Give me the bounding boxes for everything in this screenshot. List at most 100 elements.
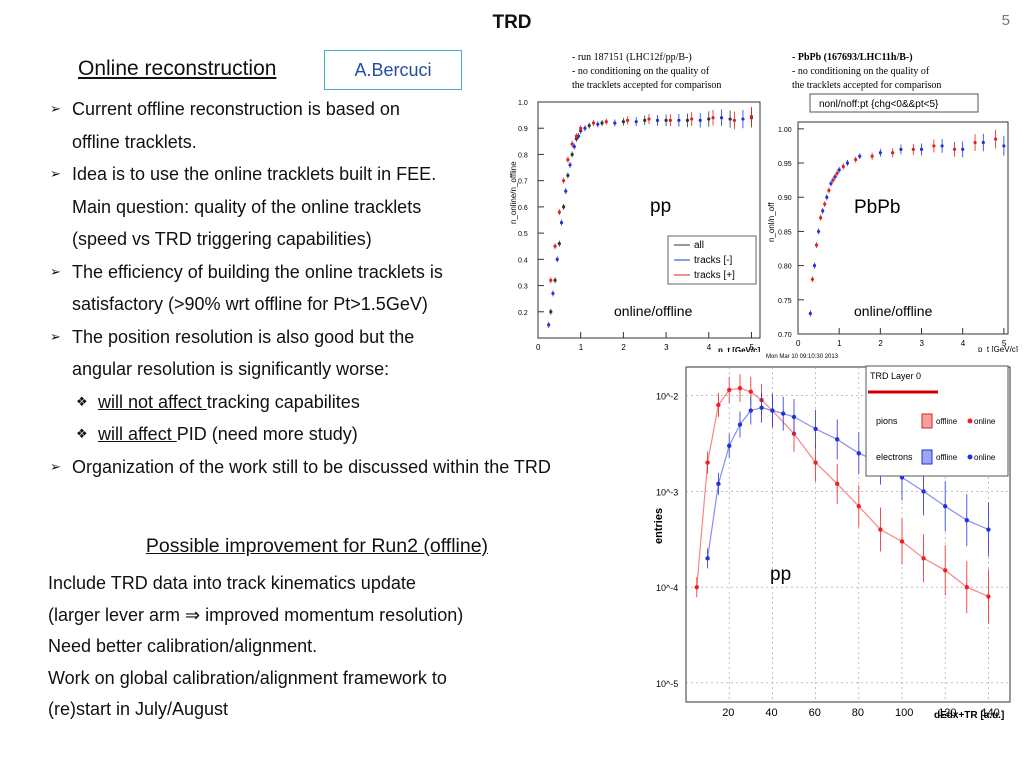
chart-caption-line: - run 187151 (LHC12f/pp/B-): [572, 52, 692, 63]
data-point: [562, 205, 566, 209]
chart-caption-line: - no conditioning on the quality of: [792, 66, 930, 77]
x-tick-label: 1: [837, 339, 842, 348]
data-point: [940, 144, 944, 148]
data-point: [749, 114, 754, 119]
data-point: [705, 556, 710, 561]
run2-line: Need better calibration/alignment.: [48, 636, 318, 656]
data-point: [986, 527, 991, 532]
data-point: [831, 178, 835, 182]
run2-line-part: (larger lever arm: [48, 604, 186, 625]
marker-group: [808, 129, 1006, 317]
chart-sub-label: online/offline: [614, 303, 693, 319]
bullet-item: ➢ Idea is to use the online tracklets bu…: [48, 158, 668, 256]
cut-label: nonl/noff:pt {chg<0&&pt<5}: [819, 99, 939, 110]
author-box: A.Bercuci: [324, 50, 462, 90]
y-tick-label: 1.0: [518, 100, 528, 107]
data-point: [854, 158, 858, 162]
x-tick-label: 40: [765, 707, 777, 719]
data-point: [600, 121, 604, 125]
pbpb-efficiency-chart: - PbPb (167693/LHC11h/B-) - no condition…: [764, 46, 1022, 356]
data-point: [685, 118, 690, 122]
run2-line: (larger lever arm ⇒ improved momentum re…: [48, 600, 463, 632]
bullet-line: (speed vs TRD triggering capabilities): [72, 229, 372, 249]
data-point: [591, 121, 596, 125]
diamond-bullet-icon: ❖: [76, 426, 88, 441]
x-tick-label: 140: [981, 707, 999, 719]
marker-group: [547, 106, 754, 328]
data-point: [825, 195, 829, 199]
x-tick-label: 80: [852, 707, 864, 719]
data-point: [741, 117, 745, 121]
bullet-item: ➢ The efficiency of building the online …: [48, 256, 668, 321]
chart-caption-line: - no conditioning on the quality of: [572, 66, 710, 77]
data-point: [878, 151, 882, 155]
legend-label: tracks [-]: [694, 255, 733, 266]
data-point: [814, 243, 819, 247]
y-tick-label: 0.95: [778, 161, 792, 168]
y-tick-label: 0.75: [778, 298, 792, 305]
data-point: [986, 594, 991, 599]
chart-caption-line: the tracklets accepted for comparison: [792, 80, 941, 91]
tick-group: 0 1 2 3 4 5 0.70 0.75 0.80 0.85 0.90 0.95 1.00: [778, 127, 1007, 348]
y-tick-label: 10^-5: [656, 679, 678, 689]
online-reconstruction-heading: Online reconstruction: [78, 57, 277, 80]
data-point: [690, 117, 694, 121]
y-tick-label: 0.5: [518, 231, 528, 238]
legend-swatch: [921, 449, 933, 465]
plot-area: [797, 121, 1009, 335]
run2-line-part: improved momentum resolution): [200, 604, 464, 625]
data-point: [858, 154, 862, 158]
x-axis-label: p_t [GeV/c]: [718, 346, 761, 355]
data-point: [837, 168, 841, 172]
slide-title: TRD: [492, 12, 532, 33]
data-point: [707, 117, 711, 121]
bullet-item: ➢ Current offline reconstruction is base…: [48, 93, 668, 158]
data-point: [821, 209, 825, 213]
sub-bullet-underlined: will affect: [98, 424, 177, 444]
implies-arrow-icon: ⇒: [185, 604, 201, 625]
bullet-line: Current offline reconstruction is based …: [72, 99, 400, 119]
chart-sub-label: online/offline: [854, 303, 933, 319]
chart-caption-line: - PbPb (167693/LHC11h/B-): [792, 52, 913, 63]
chart-legend: all tracks [-] tracks [+]: [667, 235, 757, 285]
data-point: [891, 151, 895, 155]
diamond-bullet-icon: ❖: [76, 393, 88, 409]
sub-bullet-text: PID (need more study): [176, 424, 358, 444]
data-point: [547, 323, 551, 327]
chart-caption-line: the tracklets accepted for comparison: [572, 80, 721, 91]
data-point: [587, 124, 591, 128]
x-tick-label: 4: [707, 343, 712, 352]
data-point: [816, 229, 821, 234]
sub-bullet-item: ❖ will not affect tracking capabilites: [48, 386, 668, 419]
data-point: [626, 118, 630, 122]
data-point: [549, 310, 553, 314]
chart-overlay-label: pp: [770, 564, 791, 585]
x-tick-label: 0: [796, 339, 801, 348]
dedx-spectrum-chart: Mon Mar 10 09:10:30 2013 20 40 60 80 100 120 1…: [650, 352, 1022, 724]
x-tick-label: 1: [579, 343, 584, 352]
data-point: [911, 147, 915, 151]
pp-efficiency-chart: - run 187151 (LHC12f/pp/B-) - no conditi…: [508, 46, 762, 356]
cut-label-box: [809, 93, 979, 113]
data-point: [568, 163, 572, 167]
author-name: A.Bercuci: [354, 59, 432, 80]
data-point: [647, 117, 651, 121]
chart-overlay-label: pp: [650, 196, 671, 217]
data-point: [827, 188, 831, 192]
data-point: [719, 116, 724, 120]
legend-label: tracks [+]: [694, 270, 735, 281]
legend-label: online: [974, 453, 996, 462]
bullet-line: The efficiency of building the online tr…: [72, 261, 443, 282]
legend-marker: [967, 454, 973, 460]
data-point: [553, 244, 557, 248]
data-point: [634, 120, 638, 124]
x-tick-label: 20: [722, 707, 734, 719]
data-point: [664, 118, 668, 122]
legend-box: [865, 365, 1009, 477]
x-tick-label: 0: [536, 343, 541, 352]
data-point: [810, 277, 815, 281]
y-tick-label: 0.8: [518, 152, 528, 159]
arrow-bullet-icon: ➢: [50, 166, 61, 181]
y-tick-label: 0.85: [778, 229, 792, 236]
legend-label: offline: [936, 453, 958, 462]
